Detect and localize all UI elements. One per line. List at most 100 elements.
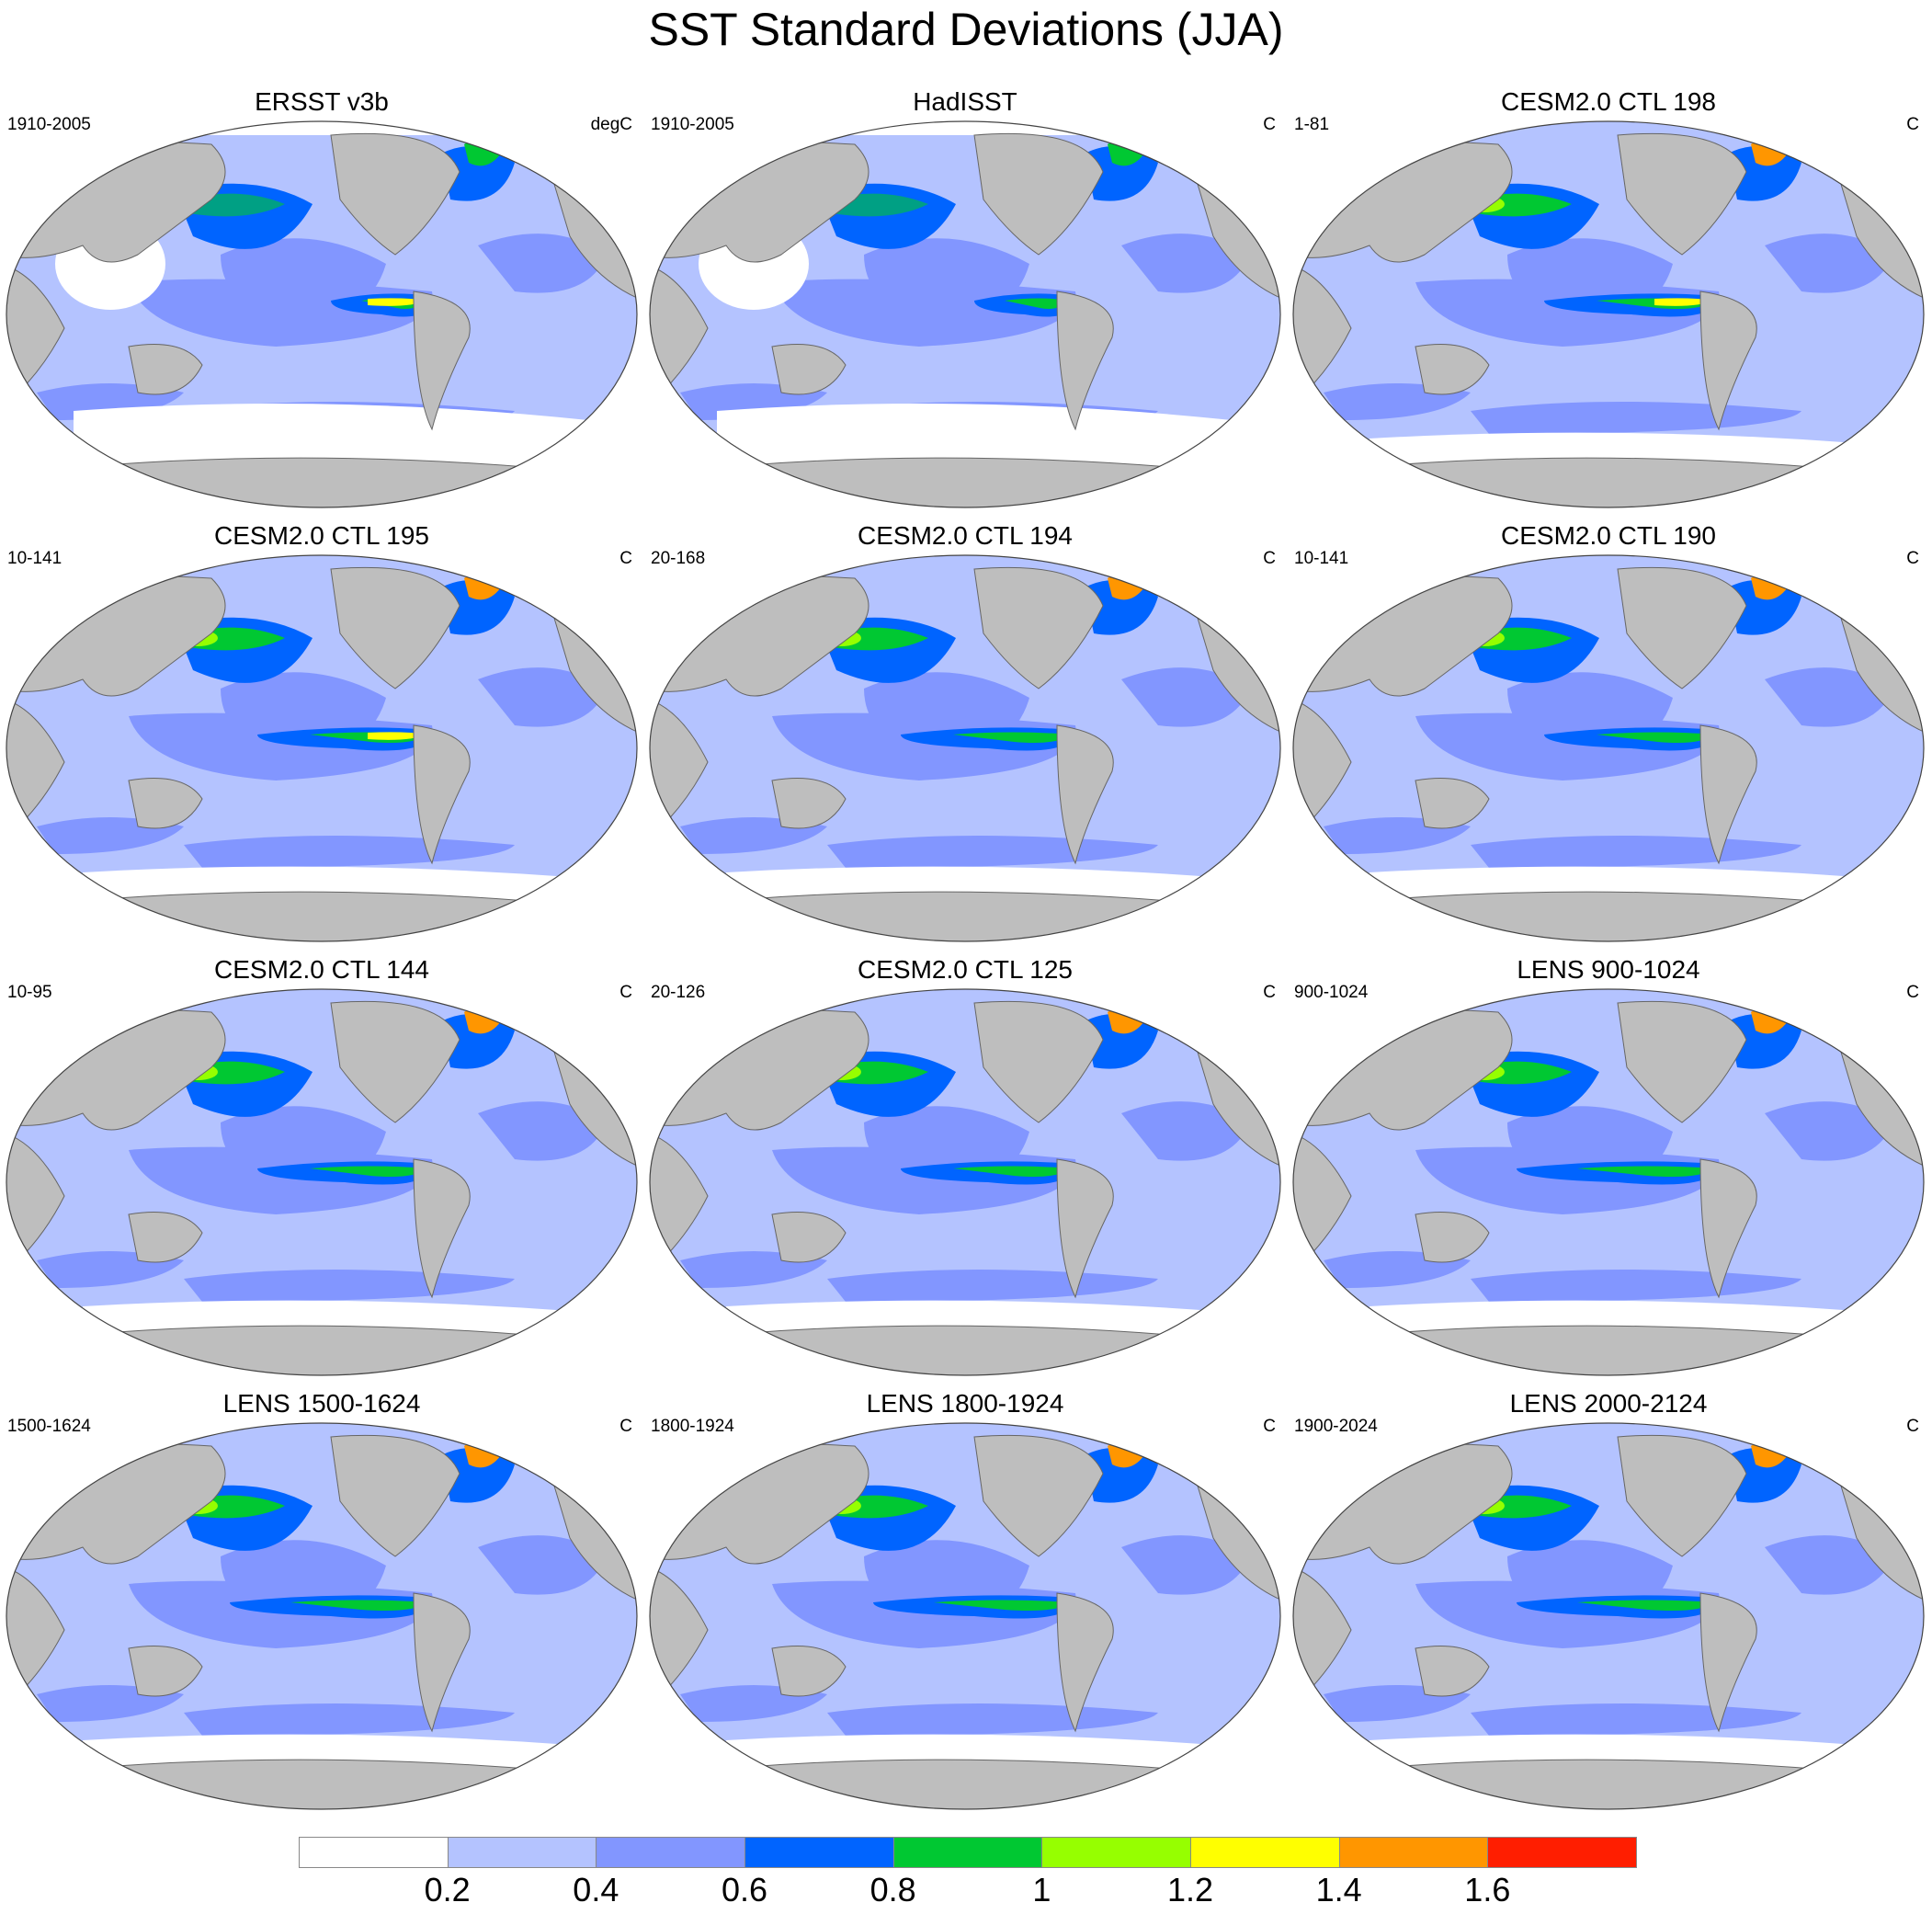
panel-units: C: [1263, 983, 1276, 1002]
globe-outline: [1292, 554, 1925, 942]
cold-tongue-core: [953, 732, 1071, 743]
panel-title: CESM2.0 CTL 198: [1501, 87, 1716, 116]
panel-title: LENS 900-1024: [1517, 955, 1700, 984]
labrador-region: [441, 580, 515, 635]
australia-land: [771, 1646, 847, 1697]
southern-low-variability: [74, 404, 588, 466]
globe-outline: [6, 554, 638, 942]
north-america-land: [1617, 132, 1747, 256]
panel-period: 1-81: [1294, 115, 1330, 134]
southern-low-variability: [1369, 1300, 1857, 1334]
map-panel: CESM2.0 CTL 144 10-95 C: [0, 955, 643, 1387]
antarctica-land: [73, 457, 589, 507]
labrador-region: [441, 1448, 515, 1503]
map-panel: LENS 900-1024 900-1024 C: [1287, 955, 1930, 1387]
world-map: [6, 120, 638, 508]
panel-units: C: [1263, 1417, 1276, 1436]
arctic-low-variability: [6, 121, 637, 135]
panel-units: C: [619, 549, 632, 568]
antarctica-land: [1359, 1759, 1876, 1809]
south-america-land: [1699, 1158, 1757, 1299]
labrador-region: [441, 1014, 515, 1069]
north-america-land: [973, 1434, 1104, 1557]
australia-land: [771, 344, 847, 395]
cold-tongue-core: [310, 1166, 427, 1177]
labrador-region: [1728, 146, 1801, 201]
panel-units: C: [619, 983, 632, 1002]
north-atlantic-band: [1121, 667, 1250, 727]
north-america-land: [973, 132, 1104, 256]
world-map: [649, 120, 1281, 508]
antarctica-land: [73, 1325, 589, 1375]
southern-low-variability: [726, 1300, 1213, 1334]
labrador-region: [1728, 580, 1801, 635]
panel-period: 10-141: [1294, 549, 1349, 568]
globe-outline: [1292, 1422, 1925, 1810]
southern-low-variability: [83, 1300, 570, 1334]
australia-land: [1415, 1646, 1490, 1697]
north-america-land: [973, 1000, 1104, 1123]
colorbar-swatch: [744, 1837, 894, 1868]
panel-period: 20-168: [651, 549, 706, 568]
world-map: [649, 1422, 1281, 1810]
colorbar-tick-label: 1.2: [1166, 1871, 1214, 1908]
south-america-land: [1699, 724, 1757, 865]
southern-low-variability: [726, 866, 1213, 900]
world-map: [1292, 120, 1925, 508]
panel-period: 1500-1624: [7, 1417, 91, 1436]
labrador-region: [1085, 1448, 1158, 1503]
globe-outline: [649, 554, 1281, 942]
labrador-region: [1085, 1014, 1158, 1069]
southern-low-variability: [83, 866, 570, 900]
panel-title: HadISST: [913, 87, 1017, 116]
antarctica-land: [1359, 1325, 1876, 1375]
antarctica-land: [1359, 457, 1876, 507]
colorbar-tick-label: 1.4: [1315, 1871, 1362, 1908]
southern-low-variability: [1369, 866, 1857, 900]
australia-land: [771, 1212, 847, 1263]
map-panel: CESM2.0 CTL 198 1-81 C: [1287, 87, 1930, 519]
colorbar-swatch: [892, 1837, 1043, 1868]
map-panel: CESM2.0 CTL 195 10-141 C: [0, 521, 643, 953]
panel-units: C: [619, 1417, 632, 1436]
colorbar-tick-label: 0.8: [869, 1871, 916, 1908]
labrador-region: [1728, 1448, 1801, 1503]
equatorial-band: [772, 279, 1076, 347]
panel-title: CESM2.0 CTL 125: [858, 955, 1073, 984]
south-america-land: [413, 291, 471, 431]
globe-outline: [649, 988, 1281, 1376]
globe-outline: [649, 1422, 1281, 1810]
antarctica-land: [73, 891, 589, 941]
antarctica-land: [73, 1759, 589, 1809]
panel-period: 10-141: [7, 549, 63, 568]
map-panel: LENS 1800-1924 1800-1924 C: [643, 1389, 1287, 1821]
south-america-land: [413, 1158, 471, 1299]
colorbar-swatch: [447, 1837, 597, 1868]
australia-land: [128, 1212, 203, 1263]
north-atlantic-band: [478, 667, 607, 727]
map-panel: LENS 1500-1624 1500-1624 C: [0, 1389, 643, 1821]
map-panel: CESM2.0 CTL 125 20-126 C: [643, 955, 1287, 1387]
north-america-land: [330, 566, 460, 689]
panel-units: degC: [590, 115, 632, 134]
world-map: [649, 554, 1281, 942]
figure-title: SST Standard Deviations (JJA): [648, 4, 1284, 55]
panel-title: CESM2.0 CTL 190: [1501, 521, 1716, 550]
panel-units: C: [1906, 983, 1919, 1002]
north-atlantic-band: [478, 1535, 607, 1595]
world-map: [649, 988, 1281, 1376]
southern-low-variability: [1369, 1734, 1857, 1768]
map-panel: LENS 2000-2124 1900-2024 C: [1287, 1389, 1930, 1821]
southern-low-variability: [726, 1734, 1213, 1768]
cold-tongue-core: [1577, 1600, 1714, 1611]
cold-tongue-peak: [368, 298, 427, 306]
southern-low-variability: [717, 404, 1232, 466]
cold-tongue-core: [934, 1600, 1071, 1611]
panel-period: 1900-2024: [1294, 1417, 1378, 1436]
australia-land: [771, 778, 847, 829]
south-america-land: [1699, 1592, 1757, 1733]
south-america-land: [1056, 1592, 1114, 1733]
colorbar-swatch: [1338, 1837, 1489, 1868]
panel-units: C: [1263, 115, 1276, 134]
cold-tongue-core: [1005, 298, 1071, 309]
